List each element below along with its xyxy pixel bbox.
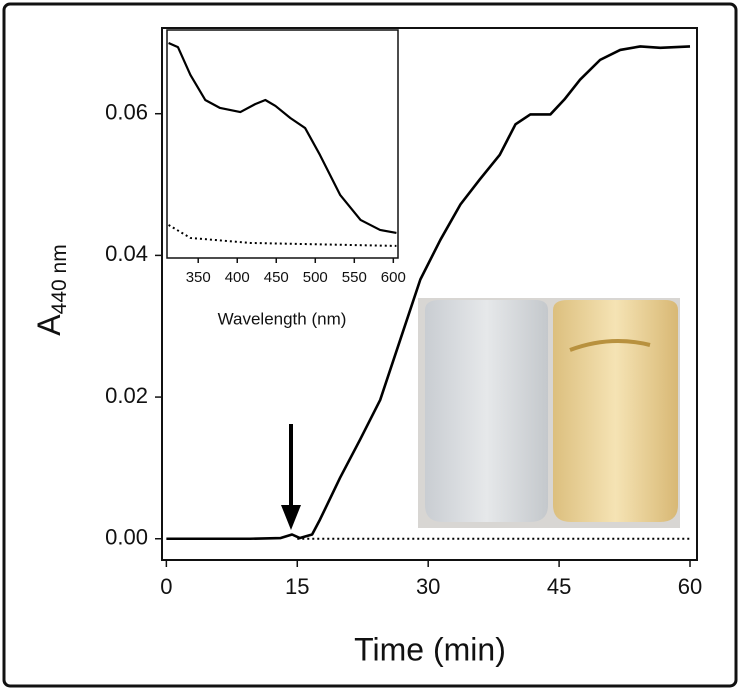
- inset-x-axis-title: Wavelength (nm): [218, 309, 347, 328]
- y-axis-title: A440 nm: [31, 244, 70, 335]
- y-tick-label: 0.06: [105, 100, 148, 125]
- line-solid: [168, 41, 397, 235]
- y-tick-label: 0.04: [105, 241, 148, 266]
- x-tick-label: 45: [547, 574, 571, 599]
- y-axis-subscript: 440 nm: [48, 244, 71, 314]
- x-tick-label: 450: [264, 269, 289, 286]
- y-tick-label: 0.00: [105, 525, 148, 550]
- y-axis-symbol: A: [31, 314, 67, 336]
- line-solid: [166, 45, 691, 541]
- x-tick-label: 500: [303, 269, 328, 286]
- x-tick-label: 15: [285, 574, 309, 599]
- line-dotted: [168, 224, 397, 247]
- x-axis-title: Time (min): [354, 631, 506, 667]
- x-tick-label: 400: [225, 269, 250, 286]
- x-tick-label: 60: [678, 574, 702, 599]
- x-tick-label: 30: [416, 574, 440, 599]
- arrow: [281, 424, 301, 530]
- x-tick-label: 0: [160, 574, 172, 599]
- x-tick-label: 350: [186, 269, 211, 286]
- x-tick-label: 600: [381, 269, 406, 286]
- x-tick-label: 550: [342, 269, 367, 286]
- cuvette-photo: [418, 298, 680, 528]
- y-tick-label: 0.02: [105, 383, 148, 408]
- plot-frame: [161, 27, 698, 561]
- inset-frame: [166, 29, 399, 259]
